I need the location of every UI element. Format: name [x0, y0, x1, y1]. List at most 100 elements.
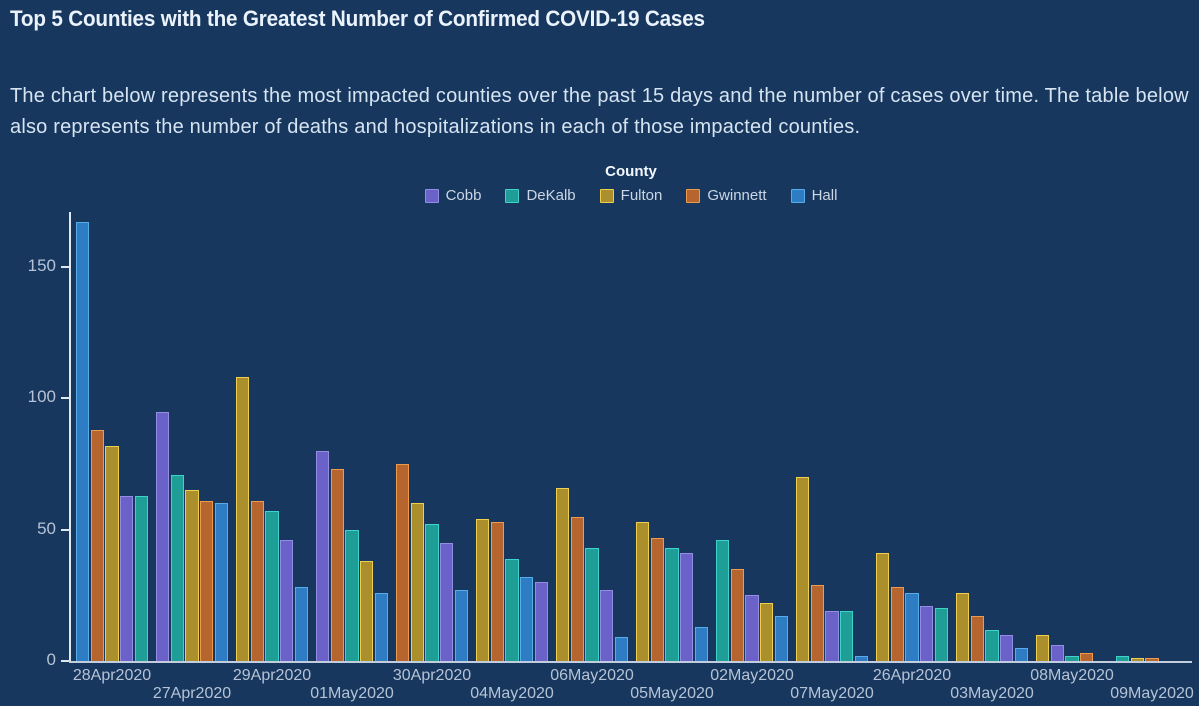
bar-27Apr2020-cobb[interactable] [156, 411, 170, 661]
bar-26Apr2020-cobb[interactable] [920, 605, 934, 661]
x-axis-label-26Apr2020: 26Apr2020 [872, 667, 952, 684]
bar-group-08May2020 [1032, 212, 1112, 661]
bar-07May2020-gwinnett[interactable] [810, 584, 824, 661]
bar-07May2020-fulton[interactable] [796, 477, 810, 661]
bar-26Apr2020-dekalb[interactable] [934, 608, 948, 661]
bar-27Apr2020-dekalb[interactable] [170, 474, 184, 661]
legend-item-hall[interactable]: Hall [790, 187, 837, 204]
bar-04May2020-dekalb[interactable] [505, 558, 519, 661]
bar-07May2020-cobb[interactable] [825, 611, 839, 661]
bar-08May2020-fulton[interactable] [1036, 634, 1050, 661]
bar-group-07May2020 [792, 212, 872, 661]
bar-05May2020-gwinnett[interactable] [650, 537, 664, 661]
legend-swatch-icon [686, 188, 701, 203]
x-axis-label-30Apr2020: 30Apr2020 [392, 667, 472, 684]
bar-26Apr2020-hall[interactable] [905, 592, 919, 661]
bar-26Apr2020-fulton[interactable] [876, 553, 890, 661]
bar-30Apr2020-cobb[interactable] [440, 542, 454, 661]
bar-group-05May2020 [632, 212, 712, 661]
bar-06May2020-hall[interactable] [614, 637, 628, 661]
bar-09May2020-fulton[interactable] [1130, 658, 1144, 661]
bar-07May2020-hall[interactable] [854, 655, 868, 661]
bar-03May2020-cobb[interactable] [1000, 634, 1014, 661]
y-axis-tick [61, 397, 69, 400]
bar-07May2020-dekalb[interactable] [840, 611, 854, 661]
bar-04May2020-hall[interactable] [520, 576, 534, 661]
chart-legend: County Cobb DeKalb Fulton Gwinnett Hall [70, 163, 1192, 204]
bar-01May2020-hall[interactable] [374, 592, 388, 661]
bar-30Apr2020-gwinnett[interactable] [396, 464, 410, 661]
bar-30Apr2020-hall[interactable] [454, 590, 468, 661]
chart-description-line1: The chart below represents the most impa… [10, 85, 1189, 107]
bar-04May2020-gwinnett[interactable] [490, 521, 504, 661]
bar-03May2020-hall[interactable] [1014, 647, 1028, 661]
bar-02May2020-hall[interactable] [774, 616, 788, 661]
bar-29Apr2020-gwinnett[interactable] [250, 500, 264, 661]
bar-08May2020-gwinnett[interactable] [1080, 653, 1094, 661]
bar-30Apr2020-fulton[interactable] [410, 503, 424, 661]
bar-05May2020-dekalb[interactable] [665, 548, 679, 661]
bar-27Apr2020-gwinnett[interactable] [200, 500, 214, 661]
bar-group-27Apr2020 [152, 212, 232, 661]
bar-09May2020-dekalb[interactable] [1116, 655, 1130, 661]
bar-08May2020-cobb[interactable] [1050, 645, 1064, 661]
x-axis-label-05May2020: 05May2020 [630, 685, 714, 702]
bar-01May2020-dekalb[interactable] [345, 529, 359, 661]
bar-28Apr2020-cobb[interactable] [120, 495, 134, 661]
bar-group-09May2020 [1112, 212, 1192, 661]
x-axis-label-08May2020: 08May2020 [1030, 667, 1114, 684]
bar-06May2020-dekalb[interactable] [585, 548, 599, 661]
bar-03May2020-gwinnett[interactable] [970, 616, 984, 661]
legend-title: County [605, 163, 657, 180]
bar-06May2020-cobb[interactable] [600, 590, 614, 661]
bar-group-30Apr2020 [392, 212, 472, 661]
bar-05May2020-hall[interactable] [694, 626, 708, 661]
bar-03May2020-fulton[interactable] [956, 592, 970, 661]
bar-28Apr2020-gwinnett[interactable] [90, 429, 104, 661]
bar-group-02May2020 [712, 212, 792, 661]
bar-06May2020-fulton[interactable] [556, 487, 570, 661]
bar-03May2020-dekalb[interactable] [985, 629, 999, 661]
y-axis-tick-label: 150 [27, 256, 56, 276]
bar-04May2020-fulton[interactable] [476, 519, 490, 661]
bar-09May2020-gwinnett[interactable] [1145, 658, 1159, 661]
legend-item-fulton[interactable]: Fulton [599, 187, 662, 204]
bar-01May2020-fulton[interactable] [360, 561, 374, 661]
bar-27Apr2020-fulton[interactable] [185, 490, 199, 661]
bar-02May2020-fulton[interactable] [760, 603, 774, 661]
bar-29Apr2020-hall[interactable] [294, 587, 308, 661]
bar-02May2020-dekalb[interactable] [716, 540, 730, 661]
bar-29Apr2020-cobb[interactable] [280, 540, 294, 661]
bar-02May2020-gwinnett[interactable] [730, 569, 744, 661]
bar-26Apr2020-gwinnett[interactable] [890, 587, 904, 661]
bar-05May2020-fulton[interactable] [636, 521, 650, 661]
bar-04May2020-cobb[interactable] [534, 582, 548, 661]
bar-27Apr2020-hall[interactable] [214, 503, 228, 661]
bar-29Apr2020-dekalb[interactable] [265, 511, 279, 661]
x-axis-label-27Apr2020: 27Apr2020 [152, 685, 232, 702]
bar-29Apr2020-fulton[interactable] [236, 377, 250, 661]
legend-item-dekalb[interactable]: DeKalb [505, 187, 576, 204]
x-axis-label-09May2020: 09May2020 [1110, 685, 1194, 702]
chart-description: The chart below represents the most impa… [10, 81, 1189, 143]
bar-05May2020-cobb[interactable] [680, 553, 694, 661]
y-axis-tick-label: 100 [27, 387, 56, 407]
bar-28Apr2020-fulton[interactable] [105, 445, 119, 661]
legend-item-gwinnett[interactable]: Gwinnett [686, 187, 767, 204]
bar-06May2020-gwinnett[interactable] [570, 516, 584, 661]
y-axis-tick-label: 50 [37, 518, 56, 538]
legend-item-cobb[interactable]: Cobb [424, 187, 481, 204]
bar-28Apr2020-dekalb[interactable] [134, 495, 148, 661]
bar-08May2020-dekalb[interactable] [1065, 655, 1079, 661]
y-axis-tick [61, 660, 69, 662]
bar-01May2020-cobb[interactable] [316, 450, 330, 661]
bar-30Apr2020-dekalb[interactable] [425, 524, 439, 661]
chart-description-line2: also represents the number of deaths and… [10, 116, 861, 138]
bar-28Apr2020-hall[interactable] [76, 222, 90, 661]
x-axis-label-06May2020: 06May2020 [550, 667, 634, 684]
bar-02May2020-cobb[interactable] [745, 595, 759, 661]
bar-01May2020-gwinnett[interactable] [330, 469, 344, 661]
x-axis-label-29Apr2020: 29Apr2020 [232, 667, 312, 684]
bar-group-26Apr2020 [872, 212, 952, 661]
